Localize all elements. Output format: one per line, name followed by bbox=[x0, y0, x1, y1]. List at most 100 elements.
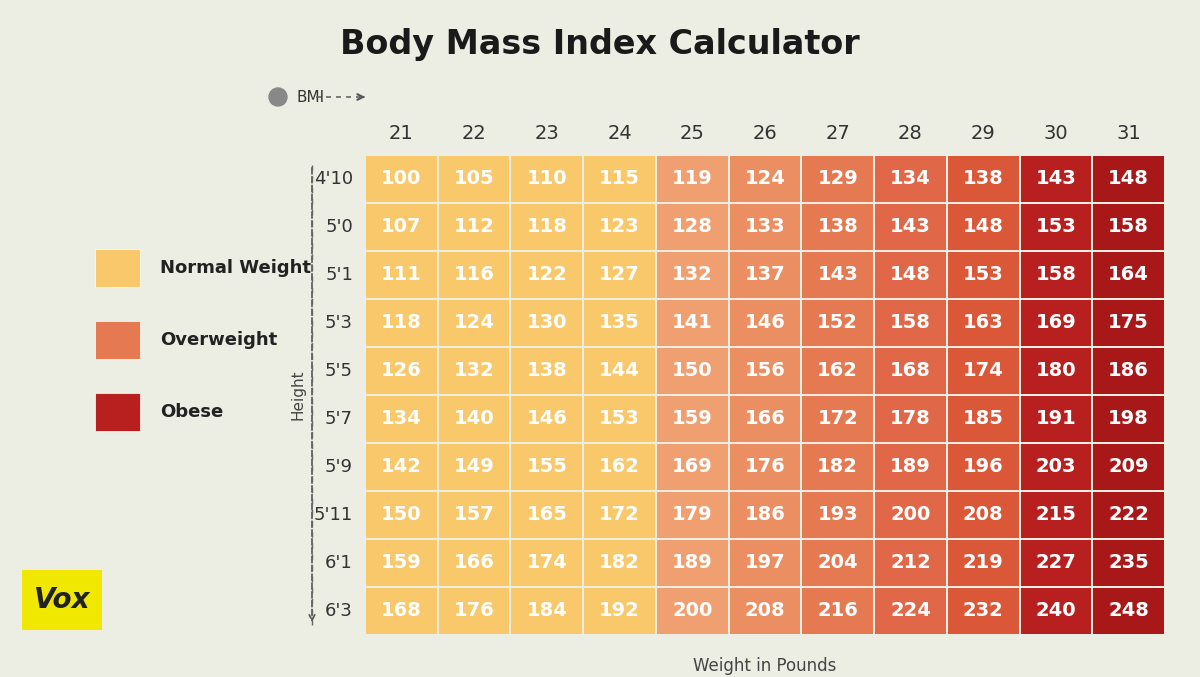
Text: 5'1: 5'1 bbox=[325, 266, 353, 284]
Bar bbox=[948, 348, 1019, 394]
Bar bbox=[948, 492, 1019, 538]
Text: 142: 142 bbox=[380, 458, 422, 477]
Text: 156: 156 bbox=[744, 362, 786, 380]
Text: 29: 29 bbox=[971, 124, 996, 143]
Text: 133: 133 bbox=[745, 217, 785, 236]
Text: 219: 219 bbox=[962, 554, 1003, 573]
Text: 118: 118 bbox=[527, 217, 568, 236]
Text: 124: 124 bbox=[454, 313, 494, 332]
Text: Body Mass Index Calculator: Body Mass Index Calculator bbox=[340, 28, 860, 61]
Bar bbox=[656, 492, 727, 538]
Text: 119: 119 bbox=[672, 169, 713, 188]
Text: 192: 192 bbox=[599, 601, 640, 621]
Text: 197: 197 bbox=[745, 554, 785, 573]
Bar bbox=[656, 588, 727, 634]
Text: 163: 163 bbox=[962, 313, 1003, 332]
Bar bbox=[948, 540, 1019, 586]
Text: 158: 158 bbox=[890, 313, 931, 332]
Text: 168: 168 bbox=[380, 601, 422, 621]
Text: Weight in Pounds: Weight in Pounds bbox=[694, 657, 836, 675]
Bar bbox=[366, 156, 437, 202]
Text: 110: 110 bbox=[527, 169, 568, 188]
Text: Height: Height bbox=[290, 370, 306, 420]
Text: 204: 204 bbox=[817, 554, 858, 573]
Text: 22: 22 bbox=[462, 124, 486, 143]
Text: 143: 143 bbox=[1036, 169, 1076, 188]
Text: 28: 28 bbox=[898, 124, 923, 143]
Bar bbox=[511, 540, 582, 586]
Bar bbox=[1020, 540, 1091, 586]
Bar bbox=[656, 540, 727, 586]
Bar bbox=[803, 348, 874, 394]
Bar bbox=[366, 300, 437, 346]
Text: 5'7: 5'7 bbox=[325, 410, 353, 428]
Text: 158: 158 bbox=[1108, 217, 1150, 236]
Text: 153: 153 bbox=[599, 410, 640, 429]
Text: 6'3: 6'3 bbox=[325, 602, 353, 620]
Bar bbox=[584, 492, 655, 538]
Text: 144: 144 bbox=[599, 362, 640, 380]
Bar bbox=[1093, 540, 1164, 586]
Text: 138: 138 bbox=[817, 217, 858, 236]
Text: 176: 176 bbox=[745, 458, 785, 477]
Text: 143: 143 bbox=[890, 217, 931, 236]
Bar bbox=[439, 492, 510, 538]
Bar bbox=[439, 348, 510, 394]
Text: 227: 227 bbox=[1036, 554, 1076, 573]
Bar bbox=[656, 204, 727, 250]
Text: 30: 30 bbox=[1044, 124, 1068, 143]
Bar bbox=[948, 396, 1019, 442]
Text: 137: 137 bbox=[745, 265, 785, 284]
Text: 157: 157 bbox=[454, 506, 494, 525]
Text: 193: 193 bbox=[817, 506, 858, 525]
Bar bbox=[1020, 204, 1091, 250]
Bar bbox=[95, 249, 140, 287]
Bar bbox=[730, 204, 800, 250]
Text: 138: 138 bbox=[527, 362, 568, 380]
Text: 166: 166 bbox=[744, 410, 786, 429]
Bar bbox=[439, 396, 510, 442]
Text: 235: 235 bbox=[1109, 554, 1150, 573]
Text: 118: 118 bbox=[380, 313, 422, 332]
Bar bbox=[584, 204, 655, 250]
Text: 5'9: 5'9 bbox=[325, 458, 353, 476]
Text: Overweight: Overweight bbox=[160, 331, 277, 349]
Text: 232: 232 bbox=[962, 601, 1003, 621]
Text: 150: 150 bbox=[672, 362, 713, 380]
Bar bbox=[366, 204, 437, 250]
Text: 176: 176 bbox=[454, 601, 494, 621]
Bar bbox=[803, 204, 874, 250]
Bar bbox=[875, 444, 946, 490]
Text: 169: 169 bbox=[672, 458, 713, 477]
Text: Vox: Vox bbox=[34, 586, 90, 614]
Text: 6'1: 6'1 bbox=[325, 554, 353, 572]
Bar bbox=[875, 492, 946, 538]
Text: 134: 134 bbox=[380, 410, 421, 429]
Bar bbox=[439, 540, 510, 586]
Bar bbox=[366, 396, 437, 442]
Text: 224: 224 bbox=[890, 601, 931, 621]
Bar bbox=[656, 252, 727, 298]
Bar bbox=[511, 204, 582, 250]
Bar bbox=[1093, 396, 1164, 442]
Text: 208: 208 bbox=[962, 506, 1003, 525]
Text: 100: 100 bbox=[382, 169, 421, 188]
Text: Obese: Obese bbox=[160, 403, 223, 421]
Text: 180: 180 bbox=[1036, 362, 1076, 380]
Bar bbox=[875, 588, 946, 634]
Text: 169: 169 bbox=[1036, 313, 1076, 332]
Bar bbox=[584, 252, 655, 298]
Bar bbox=[1020, 300, 1091, 346]
Text: 112: 112 bbox=[454, 217, 494, 236]
Bar bbox=[439, 444, 510, 490]
Bar bbox=[1093, 204, 1164, 250]
Bar bbox=[1020, 348, 1091, 394]
Text: 208: 208 bbox=[745, 601, 785, 621]
Text: 184: 184 bbox=[527, 601, 568, 621]
Bar bbox=[584, 348, 655, 394]
Bar bbox=[1093, 348, 1164, 394]
Text: 179: 179 bbox=[672, 506, 713, 525]
Text: 127: 127 bbox=[599, 265, 640, 284]
Text: 166: 166 bbox=[454, 554, 494, 573]
Bar bbox=[803, 156, 874, 202]
